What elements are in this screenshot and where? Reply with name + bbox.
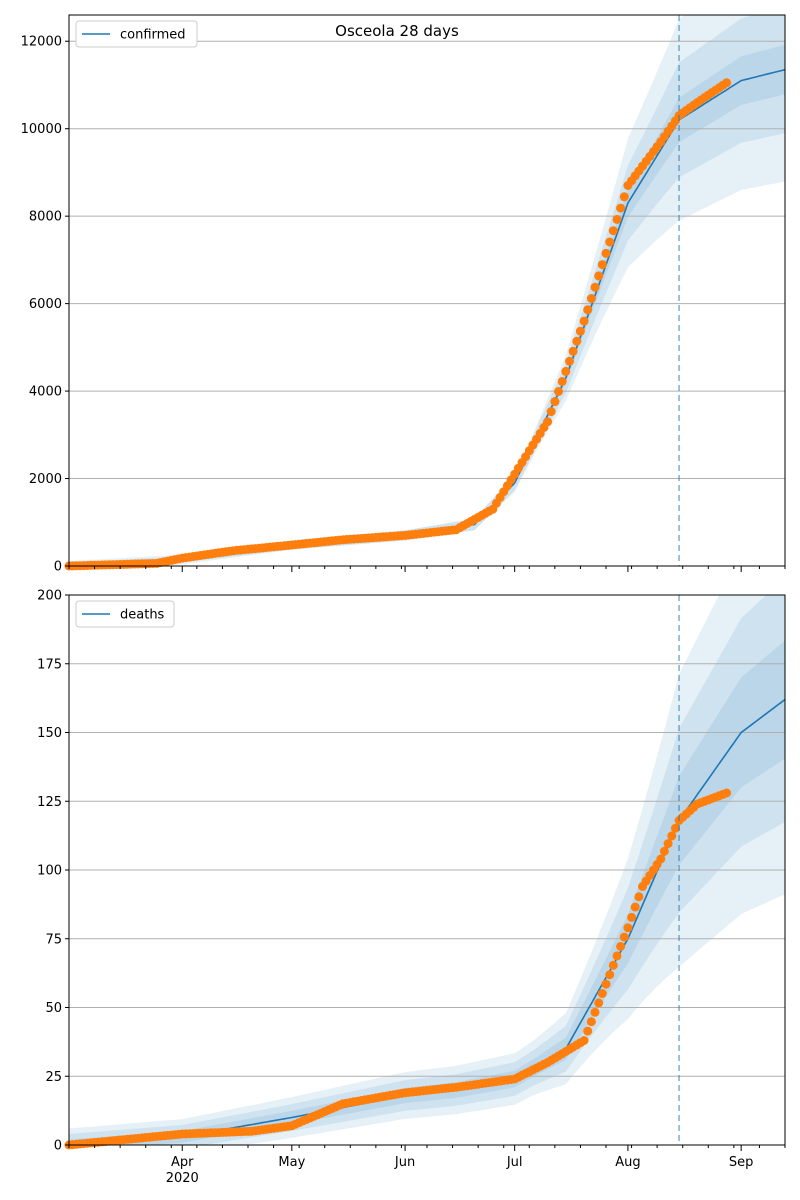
- confirmed-uncertainty-band: [69, 44, 785, 567]
- confirmed-observed-point: [594, 271, 604, 281]
- deaths-y-tick-label: 175: [37, 657, 62, 672]
- confirmed-uncertainty-band: [69, 15, 785, 566]
- deaths-observed-point: [590, 1007, 600, 1017]
- confirmed-x-axis: [68, 566, 786, 572]
- confirmed-observed-point: [565, 356, 574, 366]
- deaths-observed-point: [594, 998, 604, 1008]
- deaths-observed-point: [608, 960, 618, 970]
- x-year-label: 2020: [166, 1171, 199, 1186]
- deaths-gridlines: [69, 594, 785, 1146]
- confirmed-observed-point: [554, 387, 563, 396]
- deaths-y-tick-label: 50: [45, 1001, 62, 1016]
- confirmed-y-tick-label: 8000: [29, 210, 62, 225]
- confirmed-observed-point: [586, 294, 596, 303]
- confirmed-observed-point: [561, 366, 571, 376]
- x-month-label: May: [278, 1155, 305, 1170]
- confirmed-observed-point: [583, 305, 593, 315]
- deaths-observed-point: [627, 912, 637, 922]
- deaths-axes-frame: [68, 594, 786, 1146]
- confirmed-observed-point: [597, 260, 607, 270]
- confirmed-y-tick-label: 12000: [21, 35, 62, 50]
- x-month-label: Jul: [506, 1155, 523, 1170]
- deaths-y-tick-label: 25: [45, 1070, 62, 1085]
- confirmed-legend-box: [75, 20, 198, 48]
- confirmed-y-tick-label: 6000: [29, 297, 62, 312]
- x-month-label: Aug: [615, 1155, 640, 1170]
- deaths-y-tick-label: 75: [45, 932, 62, 947]
- confirmed-observed-point: [608, 226, 618, 236]
- confirmed-observed-point: [543, 417, 553, 427]
- confirmed-observed-point: [722, 78, 732, 88]
- confirmed-observed-point: [557, 377, 567, 386]
- confirmed-y-axis: 0 2000 4000 6000 8000 10000 12000: [21, 35, 69, 575]
- deaths-observed-point: [722, 788, 732, 798]
- confirmed-legend-label: confirmed: [120, 28, 186, 43]
- deaths-observed-point: [579, 1036, 589, 1045]
- deaths-observed-point: [601, 979, 611, 989]
- confirmed-observed-point: [579, 316, 589, 326]
- deaths-observed-point: [663, 839, 673, 849]
- deaths-observed-point: [583, 1026, 593, 1036]
- x-month-label: Jun: [394, 1155, 415, 1170]
- confirmed-uncertainty-band: [69, 15, 785, 566]
- deaths-observed-point: [586, 1017, 596, 1027]
- deaths-observed-point: [667, 831, 677, 841]
- confirmed-observed-point: [616, 203, 626, 213]
- deaths-y-tick-label: 100: [37, 864, 62, 879]
- deaths-y-tick-label: 150: [37, 726, 62, 741]
- confirmed-observed-point: [550, 397, 560, 407]
- chart-title: Osceola 28 days: [335, 22, 459, 40]
- deaths-legend: deaths: [75, 600, 175, 628]
- deaths-observed-point: [605, 970, 615, 980]
- confirmed-observed-point: [590, 282, 600, 292]
- deaths-y-axis: 0 25 50 75 100 125 150 175 200: [37, 589, 69, 1154]
- confirmed-axes-frame: [68, 14, 786, 567]
- confirmed-y-tick-label: 10000: [21, 122, 62, 137]
- deaths-observed-point: [597, 989, 607, 998]
- deaths-uncertainty-band: [69, 640, 785, 1145]
- deaths-observed-points: [64, 788, 732, 1150]
- confirmed-y-tick-label: 4000: [29, 385, 62, 400]
- deaths-observed-point: [659, 846, 669, 856]
- deaths-observed-point: [634, 892, 644, 902]
- deaths-observed-point: [619, 932, 629, 942]
- confirmed-legend: confirmed: [75, 20, 198, 48]
- deaths-legend-label: deaths: [120, 608, 165, 623]
- deaths-x-axis: Apr May Jun Jul Aug Sep 2020: [68, 1145, 786, 1186]
- deaths-legend-box: [75, 600, 175, 628]
- x-month-label: Sep: [729, 1155, 754, 1170]
- x-month-label: Apr: [171, 1155, 194, 1170]
- deaths-y-tick-label: 200: [37, 589, 62, 604]
- confirmed-observed-point: [612, 214, 622, 224]
- confirmed-observed-point: [546, 407, 556, 417]
- deaths-observed-point: [623, 923, 633, 933]
- confirmed-y-tick-label: 2000: [29, 472, 62, 487]
- confirmed-y-tick-label: 0: [54, 560, 62, 575]
- deaths-observed-point: [612, 951, 622, 961]
- confirmed-observed-points: [64, 78, 732, 571]
- confirmed-observed-point: [575, 326, 585, 336]
- deaths-y-tick-label: 125: [37, 795, 62, 810]
- confirmed-observed-point: [619, 192, 629, 202]
- deaths-observed-point: [630, 902, 640, 912]
- deaths-observed-point: [656, 854, 666, 864]
- confirmed-observed-point: [568, 346, 578, 356]
- deaths-panel: 0 25 50 75 100 125 150 175 200 Apr May Jun Jul Aug Se…: [37, 589, 786, 1186]
- deaths-observed-point: [670, 823, 680, 833]
- confirmed-observed-point: [572, 336, 582, 346]
- confirmed-observed-point: [605, 237, 615, 247]
- confirmed-uncertainty-bands: [69, 15, 785, 567]
- confirmed-observed-point: [601, 248, 611, 258]
- confirmed-panel: 0 2000 4000 6000 8000 10000 12000 confirmed Os…: [21, 14, 786, 575]
- deaths-observed-point: [616, 942, 626, 951]
- deaths-y-tick-label: 0: [54, 1139, 62, 1154]
